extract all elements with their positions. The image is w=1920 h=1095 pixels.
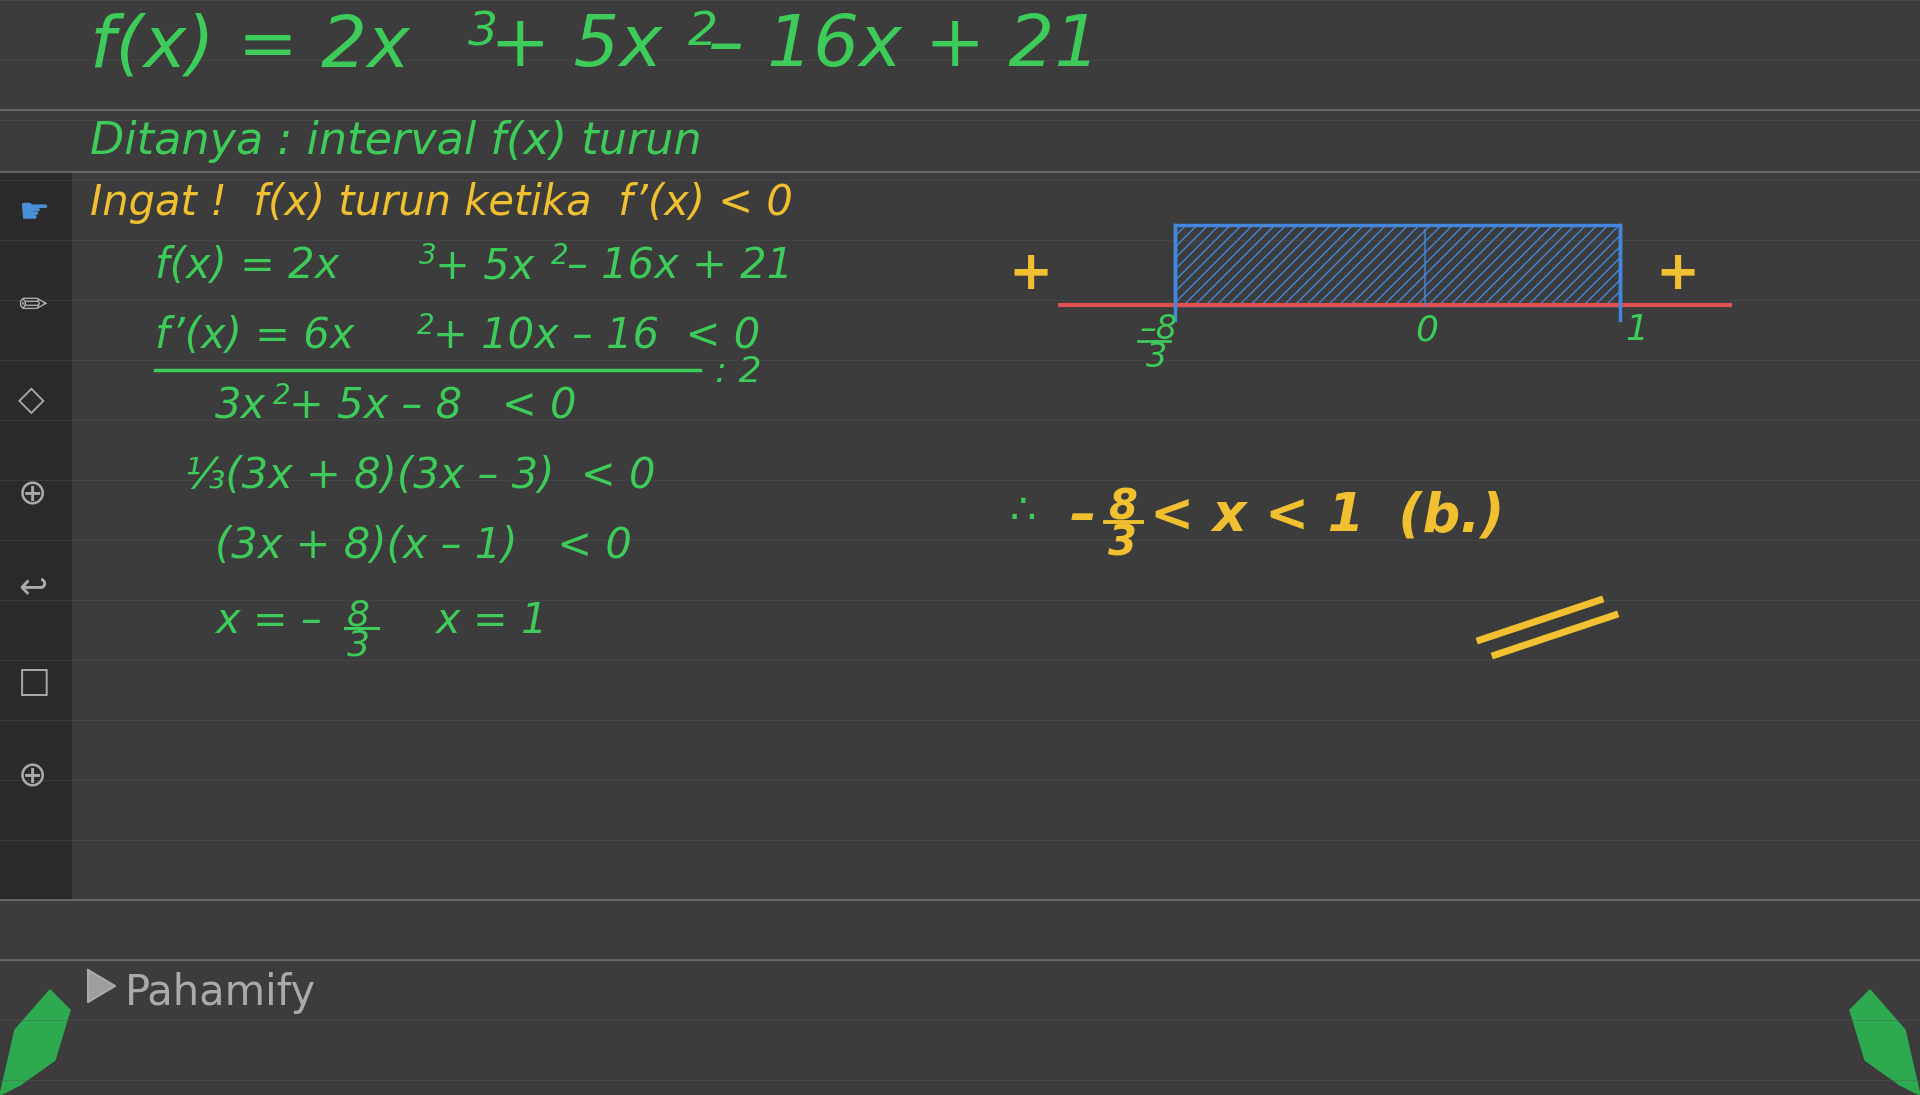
Text: ⅓(3x + 8)(3x – 3)  < 0: ⅓(3x + 8)(3x – 3) < 0: [184, 456, 655, 497]
Polygon shape: [1851, 990, 1920, 1095]
Text: 3: 3: [468, 10, 497, 55]
Text: –: –: [1069, 489, 1096, 542]
Text: 2: 2: [551, 242, 568, 270]
Text: ⊕: ⊕: [17, 477, 48, 511]
Text: : 2: : 2: [714, 355, 762, 389]
Text: (3x + 8)(x – 1)   < 0: (3x + 8)(x – 1) < 0: [215, 525, 632, 567]
Polygon shape: [0, 990, 69, 1095]
Text: 2: 2: [687, 10, 718, 55]
Text: + 10x – 16  < 0: + 10x – 16 < 0: [434, 315, 760, 357]
Text: + 5x – 8   < 0: + 5x – 8 < 0: [290, 385, 576, 427]
Text: + 5x: + 5x: [490, 12, 662, 81]
Text: +: +: [1008, 247, 1052, 300]
Bar: [0, 172, 73, 900]
Text: + 5x: + 5x: [436, 245, 534, 287]
Text: f’(x) = 6x: f’(x) = 6x: [156, 315, 355, 357]
Text: 3: 3: [419, 242, 436, 270]
Text: –8: –8: [1140, 313, 1179, 346]
Text: 3x: 3x: [215, 385, 267, 427]
Text: f(x) = 2x: f(x) = 2x: [90, 12, 409, 81]
Text: □: □: [17, 665, 50, 699]
Text: f(x) = 2x: f(x) = 2x: [156, 245, 340, 287]
Text: – 16x + 21: – 16x + 21: [708, 12, 1100, 81]
Text: 0: 0: [1415, 313, 1438, 347]
Text: ☛: ☛: [17, 195, 50, 229]
Text: x = –: x = –: [215, 600, 323, 642]
Text: ✏: ✏: [17, 289, 48, 323]
Text: – 16x + 21: – 16x + 21: [566, 245, 793, 287]
Text: 2: 2: [273, 382, 290, 410]
Text: (b.): (b.): [1380, 489, 1505, 542]
Text: 3: 3: [1108, 522, 1137, 564]
Text: Ditanya : interval f(x) turun: Ditanya : interval f(x) turun: [90, 120, 701, 163]
Text: 8: 8: [348, 598, 371, 632]
Text: < x < 1: < x < 1: [1150, 489, 1365, 542]
Text: 3: 3: [1146, 341, 1167, 374]
Text: Pahamify: Pahamify: [125, 972, 317, 1014]
Bar: [1175, 224, 1620, 306]
Text: x = 1: x = 1: [436, 600, 547, 642]
Text: ⊕: ⊕: [17, 759, 48, 793]
Text: 3: 3: [348, 629, 371, 662]
Text: ↩: ↩: [17, 570, 48, 606]
Text: Ingat !  f(x) turun ketika  f’(x) < 0: Ingat ! f(x) turun ketika f’(x) < 0: [90, 182, 793, 224]
Text: 2: 2: [417, 312, 434, 341]
Polygon shape: [88, 970, 115, 1002]
Text: 8: 8: [1108, 486, 1137, 528]
Text: ∴: ∴: [1010, 489, 1037, 532]
Text: ◇: ◇: [17, 383, 44, 417]
Text: 1: 1: [1624, 313, 1647, 347]
Text: +: +: [1655, 247, 1699, 300]
